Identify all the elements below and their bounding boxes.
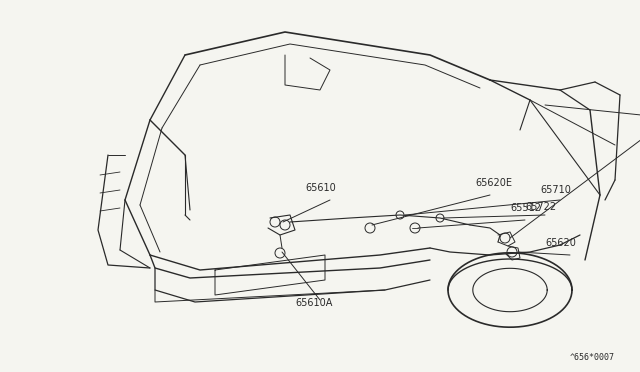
Text: 65710: 65710	[540, 185, 571, 195]
Text: 65722: 65722	[525, 202, 556, 212]
Text: 65512: 65512	[510, 203, 541, 213]
Text: 65620E: 65620E	[475, 178, 512, 188]
Text: ^656*0007: ^656*0007	[570, 353, 615, 362]
Text: 65610A: 65610A	[295, 298, 332, 308]
Text: 65620: 65620	[545, 238, 576, 248]
Text: 65610: 65610	[305, 183, 336, 193]
